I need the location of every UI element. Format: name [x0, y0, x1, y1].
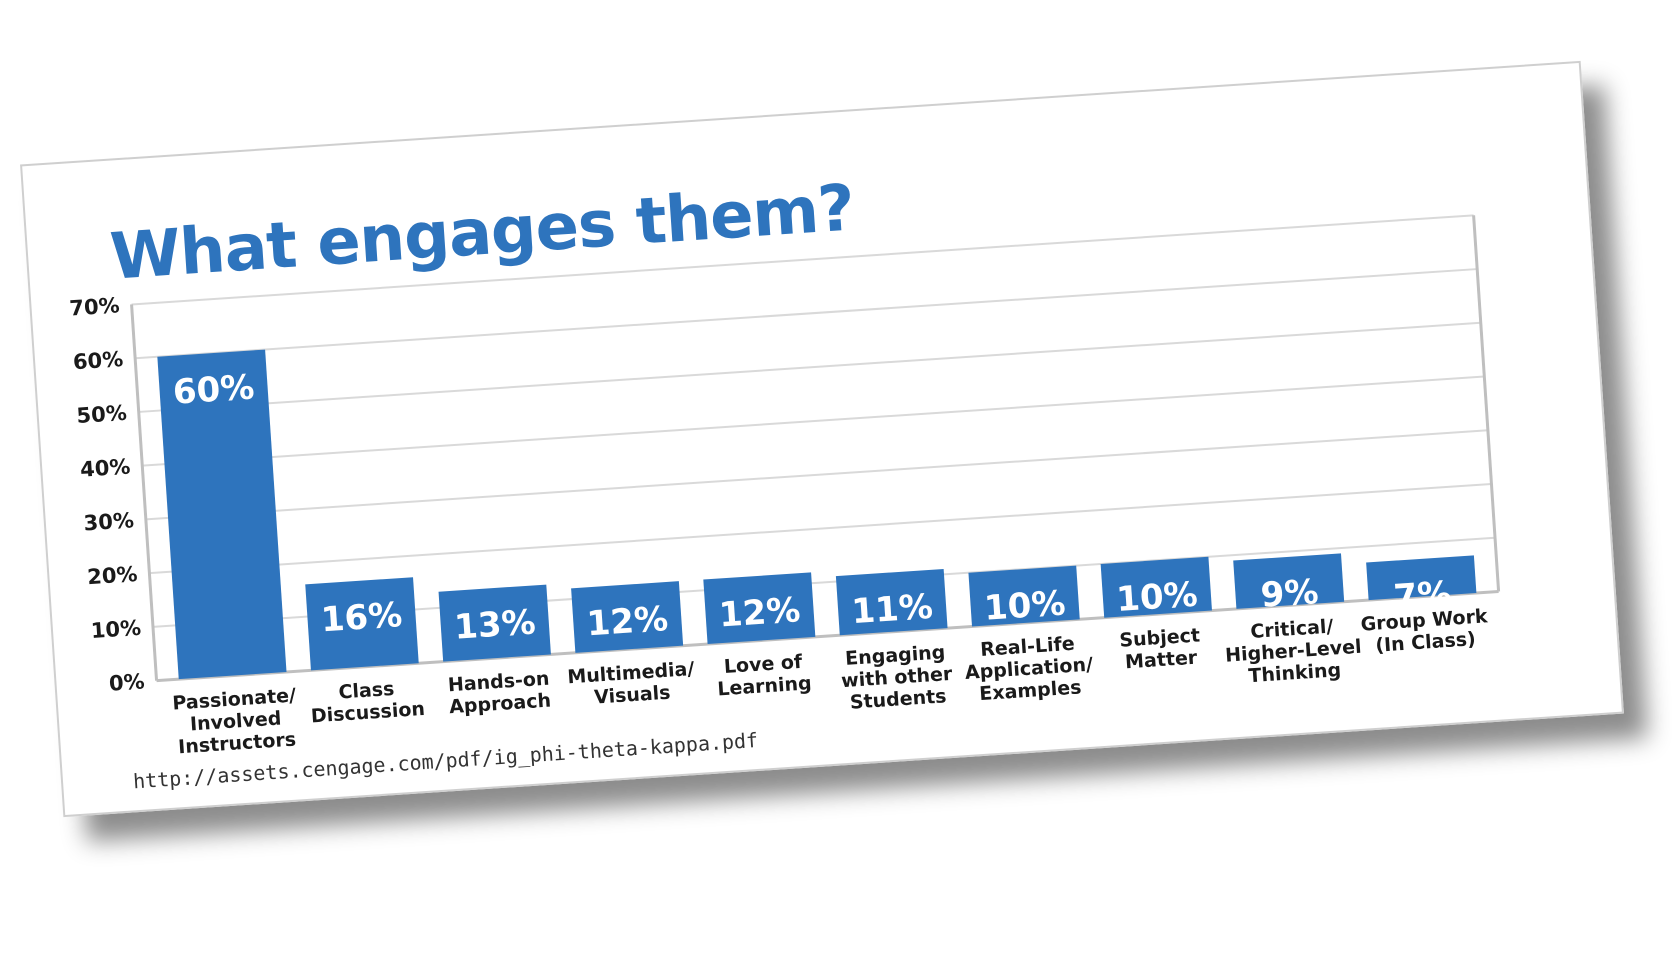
- gridline: [142, 375, 1485, 467]
- bar-chart: What engages them? 60% 16% 13% 12% 12% 11% 10%…: [69, 171, 1501, 793]
- data-label: 12%: [585, 599, 669, 644]
- bar: [571, 581, 684, 653]
- chart-card: What engages them? 60% 16% 13% 12% 12% 11% 10%…: [20, 60, 1624, 818]
- category-label: Multimedia/Visuals: [567, 658, 697, 710]
- y-tick-label: 70%: [69, 293, 121, 320]
- bar: [968, 565, 1080, 627]
- bar: [1233, 553, 1345, 609]
- plot-frame: [130, 304, 159, 681]
- y-tick-label: 60%: [72, 347, 124, 374]
- bar: [1100, 556, 1212, 618]
- gridline: [131, 214, 1474, 306]
- data-label: 11%: [850, 587, 934, 632]
- data-label: 13%: [453, 602, 537, 647]
- category-label: Real-LifeApplication/Examples: [963, 632, 1095, 706]
- bar: [305, 577, 419, 671]
- bar: [157, 349, 287, 680]
- bar: [438, 584, 551, 662]
- category-label: Passionate/InvolvedInstructors: [172, 684, 300, 758]
- bar: [703, 572, 816, 645]
- bar: [835, 568, 948, 636]
- data-label: 60%: [172, 367, 256, 412]
- y-tick-label: 50%: [76, 401, 128, 428]
- data-label: 16%: [320, 595, 404, 640]
- category-label: SubjectMatter: [1119, 624, 1202, 673]
- gridline: [138, 321, 1481, 413]
- gridline: [135, 268, 1478, 360]
- data-label: 10%: [983, 583, 1067, 628]
- bars: 60% 16% 13% 12% 12% 11% 10% 10% 9% 7%: [157, 349, 1477, 680]
- y-axis-ticks: 0% 10% 20% 30% 40% 50% 60% 70%: [69, 293, 146, 695]
- data-label: 12%: [718, 590, 802, 635]
- y-tick-label: 30%: [83, 508, 135, 535]
- bar: [1366, 555, 1477, 601]
- gridline: [149, 483, 1492, 575]
- category-label: Group Work(In Class): [1360, 605, 1490, 657]
- category-label: ClassDiscussion: [309, 676, 426, 727]
- plot-frame: [1472, 215, 1501, 592]
- gridline: [145, 429, 1488, 521]
- y-tick-label: 10%: [90, 616, 142, 643]
- chart-title: What engages them?: [108, 171, 856, 294]
- category-label: Love ofLearning: [715, 650, 812, 700]
- y-tick-label: 0%: [108, 669, 145, 695]
- category-label: Engagingwith otherStudents: [839, 641, 955, 714]
- category-label: Critical/Higher-LevelThinking: [1223, 614, 1364, 689]
- y-tick-label: 40%: [79, 454, 131, 481]
- y-tick-label: 20%: [86, 562, 138, 589]
- data-label: 7%: [1392, 574, 1452, 618]
- data-label: 9%: [1259, 572, 1319, 616]
- data-label: 10%: [1115, 575, 1199, 620]
- category-label: Hands-onApproach: [447, 668, 552, 719]
